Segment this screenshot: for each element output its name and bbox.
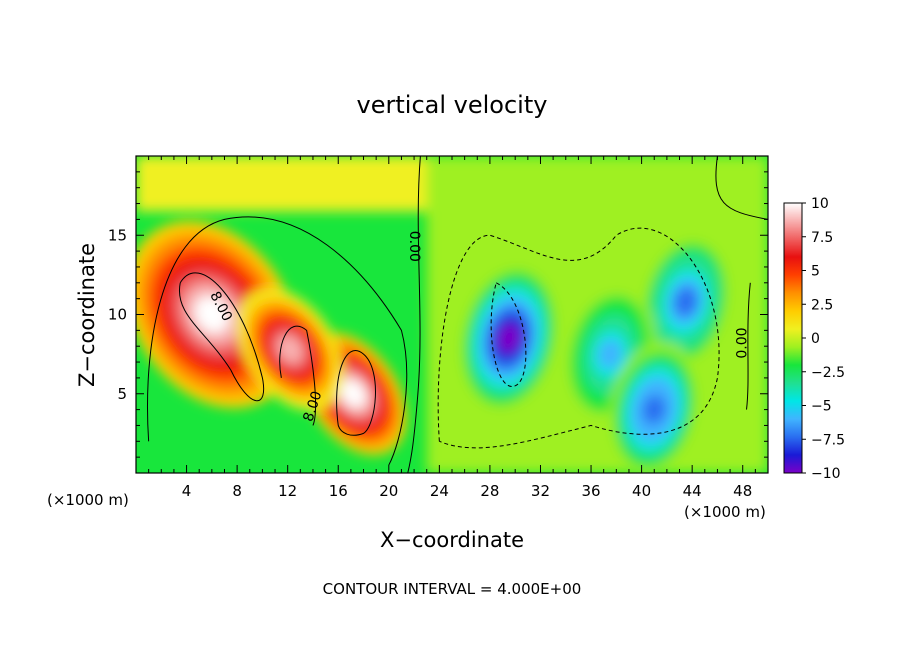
field-layers bbox=[136, 156, 768, 473]
field-level-updraft-small bbox=[277, 335, 303, 364]
field-level-updraft-main bbox=[194, 296, 230, 333]
y-axis-label: Z−coordinate bbox=[75, 243, 99, 387]
x-tick-label: 44 bbox=[683, 482, 702, 500]
contour-label-2: 0.00 bbox=[406, 231, 422, 262]
colorbar-tick-label: −5 bbox=[811, 399, 832, 415]
colorbar-tick-label: −2.5 bbox=[811, 365, 845, 381]
x-tick-label: 12 bbox=[278, 482, 297, 500]
x-tick-label: 48 bbox=[733, 482, 752, 500]
x-tick-label: 36 bbox=[581, 482, 600, 500]
colorbar-tick-label: −7.5 bbox=[811, 432, 845, 448]
field-level-downdraft-main bbox=[497, 323, 521, 354]
y-tick-label: 15 bbox=[108, 226, 127, 244]
colorbar-tick-label: −10 bbox=[811, 466, 841, 482]
colorbar-tick-label: 10 bbox=[811, 196, 829, 212]
contour-interval-note: CONTOUR INTERVAL = 4.000E+00 bbox=[323, 580, 582, 598]
x-tick-label: 20 bbox=[379, 482, 398, 500]
y-tick-label: 10 bbox=[108, 306, 127, 324]
colorbar-tick-label: 5 bbox=[811, 264, 820, 280]
x-unit-right: (×1000 m) bbox=[684, 503, 766, 521]
y-axis: 5 10 15 bbox=[108, 171, 768, 458]
colorbar-gradient bbox=[783, 202, 803, 474]
minus-four-contour bbox=[437, 227, 720, 449]
field-level-downdraft-right bbox=[674, 287, 698, 317]
x-axis: 4 8 12 16 20 24 28 32 36 40 44 48 bbox=[148, 156, 756, 500]
x-tick-label: 8 bbox=[232, 482, 242, 500]
x-tick-label: 28 bbox=[480, 482, 499, 500]
x-tick-label: 24 bbox=[430, 482, 449, 500]
y-tick-label: 5 bbox=[117, 385, 127, 403]
x-unit-left: (×1000 m) bbox=[47, 491, 129, 509]
zero-contour-left bbox=[146, 216, 408, 466]
contour-label-3: 0.00 bbox=[735, 327, 751, 358]
plot-area: 8.008.000.000.00 bbox=[135, 155, 769, 474]
zero-contour-middle bbox=[407, 156, 421, 473]
zero-contour-top-right bbox=[715, 156, 768, 220]
field-level-downdraft-lower-right bbox=[642, 394, 666, 425]
x-tick-label: 40 bbox=[632, 482, 651, 500]
eight-contour-small bbox=[279, 325, 317, 426]
colorbar-tick-label: 0 bbox=[811, 331, 820, 347]
x-tick-label: 32 bbox=[531, 482, 550, 500]
minus-eight-contour bbox=[490, 282, 527, 387]
eight-contour-main bbox=[178, 272, 265, 402]
colorbar-tick-label: 7.5 bbox=[811, 230, 833, 246]
zero-contour-right bbox=[746, 282, 751, 410]
eight-contour-secondary bbox=[336, 350, 376, 436]
upper-right-region bbox=[591, 156, 768, 252]
field-level-updraft-secondary bbox=[340, 379, 367, 408]
field-level-downdraft-mid bbox=[598, 339, 622, 369]
colorbar: 10 7.5 5 2.5 0 −2.5 −5 −7.5 −10 bbox=[783, 196, 845, 482]
x-tick-label: 4 bbox=[182, 482, 192, 500]
x-tick-label: 16 bbox=[329, 482, 348, 500]
velocity-field bbox=[136, 156, 768, 473]
x-axis-label: X−coordinate bbox=[380, 528, 524, 552]
upper-left-region bbox=[136, 156, 427, 212]
colorbar-tick-label: 2.5 bbox=[811, 297, 833, 313]
chart-title: vertical velocity bbox=[357, 91, 548, 119]
